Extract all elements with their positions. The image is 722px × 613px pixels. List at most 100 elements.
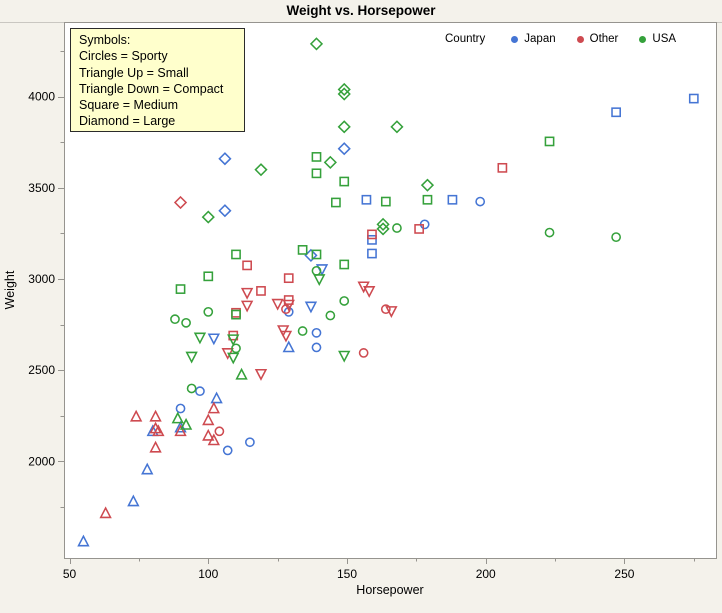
data-point[interactable]: [363, 286, 376, 298]
data-point[interactable]: [611, 232, 621, 243]
data-point[interactable]: [207, 333, 220, 346]
data-point[interactable]: [127, 494, 140, 507]
data-point[interactable]: [231, 343, 241, 354]
data-point[interactable]: [203, 271, 214, 282]
data-point[interactable]: [337, 87, 351, 101]
data-point[interactable]: [181, 317, 191, 328]
data-point[interactable]: [313, 274, 326, 287]
data-point[interactable]: [380, 304, 391, 315]
data-point[interactable]: [361, 194, 372, 205]
data-point[interactable]: [227, 352, 240, 365]
data-point[interactable]: [203, 307, 214, 317]
data-point[interactable]: [254, 163, 268, 177]
data-point[interactable]: [475, 196, 486, 207]
data-point[interactable]: [338, 350, 351, 363]
data-point[interactable]: [323, 155, 337, 169]
data-point[interactable]: [129, 409, 143, 422]
data-point[interactable]: [179, 417, 193, 430]
data-point[interactable]: [390, 120, 404, 134]
data-point[interactable]: [331, 197, 341, 208]
data-point[interactable]: [611, 107, 621, 118]
data-point[interactable]: [207, 433, 220, 446]
data-point[interactable]: [392, 223, 402, 233]
data-point[interactable]: [210, 391, 223, 404]
data-point[interactable]: [254, 368, 268, 381]
data-point[interactable]: [339, 259, 350, 270]
data-point[interactable]: [193, 332, 207, 345]
data-point[interactable]: [185, 351, 198, 364]
data-point[interactable]: [202, 413, 215, 426]
data-point[interactable]: [77, 534, 90, 547]
data-point[interactable]: [688, 93, 699, 104]
data-point[interactable]: [385, 306, 398, 318]
data-point[interactable]: [240, 287, 254, 300]
data-point[interactable]: [195, 386, 205, 397]
data-point[interactable]: [311, 168, 322, 179]
data-point[interactable]: [337, 82, 351, 97]
data-point[interactable]: [218, 152, 232, 166]
data-point[interactable]: [242, 260, 252, 271]
data-point[interactable]: [218, 204, 232, 218]
data-point[interactable]: [420, 178, 435, 192]
data-point[interactable]: [447, 194, 458, 205]
data-point[interactable]: [256, 286, 266, 296]
data-point[interactable]: [207, 401, 220, 414]
data-point[interactable]: [271, 298, 284, 311]
data-point[interactable]: [149, 440, 162, 453]
data-point[interactable]: [367, 234, 377, 245]
data-point[interactable]: [141, 462, 154, 475]
data-point[interactable]: [202, 428, 215, 441]
data-point[interactable]: [367, 248, 377, 259]
data-point[interactable]: [282, 299, 295, 312]
data-point[interactable]: [214, 426, 225, 437]
legend-item-other[interactable]: Other: [576, 33, 618, 45]
data-point[interactable]: [497, 162, 508, 173]
data-point[interactable]: [227, 334, 240, 347]
data-point[interactable]: [311, 249, 322, 260]
data-point[interactable]: [171, 411, 184, 424]
data-point[interactable]: [186, 383, 197, 394]
data-point[interactable]: [544, 136, 555, 147]
data-point[interactable]: [245, 437, 255, 448]
legend-item-japan[interactable]: Japan: [511, 33, 556, 45]
data-point[interactable]: [337, 142, 351, 156]
data-point[interactable]: [222, 445, 233, 456]
data-point[interactable]: [283, 307, 294, 317]
data-point[interactable]: [240, 300, 254, 313]
data-point[interactable]: [414, 224, 425, 234]
data-point[interactable]: [339, 296, 350, 306]
data-point[interactable]: [358, 348, 369, 358]
data-point[interactable]: [231, 249, 241, 260]
data-point[interactable]: [544, 227, 555, 238]
data-point[interactable]: [297, 245, 308, 255]
data-point[interactable]: [309, 37, 324, 51]
data-point[interactable]: [325, 310, 336, 321]
data-point[interactable]: [231, 309, 241, 320]
data-point[interactable]: [376, 217, 390, 231]
data-point[interactable]: [315, 264, 329, 277]
data-point[interactable]: [376, 222, 390, 236]
data-point[interactable]: [152, 424, 165, 437]
data-point[interactable]: [380, 196, 391, 207]
data-point[interactable]: [367, 229, 377, 240]
data-point[interactable]: [170, 314, 180, 325]
data-point[interactable]: [99, 506, 112, 519]
data-point[interactable]: [311, 327, 322, 338]
data-point[interactable]: [339, 176, 350, 187]
data-point[interactable]: [337, 120, 351, 134]
data-point[interactable]: [279, 330, 293, 343]
data-point[interactable]: [283, 273, 294, 284]
data-point[interactable]: [311, 152, 322, 162]
data-point[interactable]: [175, 403, 186, 414]
data-point[interactable]: [149, 409, 162, 422]
data-point[interactable]: [311, 342, 322, 353]
data-point[interactable]: [175, 284, 186, 294]
data-point[interactable]: [174, 424, 187, 437]
data-point[interactable]: [422, 194, 433, 205]
data-point[interactable]: [297, 326, 308, 336]
data-point[interactable]: [304, 301, 318, 314]
data-point[interactable]: [282, 340, 295, 353]
data-point[interactable]: [201, 210, 215, 224]
legend-item-usa[interactable]: USA: [639, 33, 676, 45]
data-point[interactable]: [173, 195, 188, 210]
